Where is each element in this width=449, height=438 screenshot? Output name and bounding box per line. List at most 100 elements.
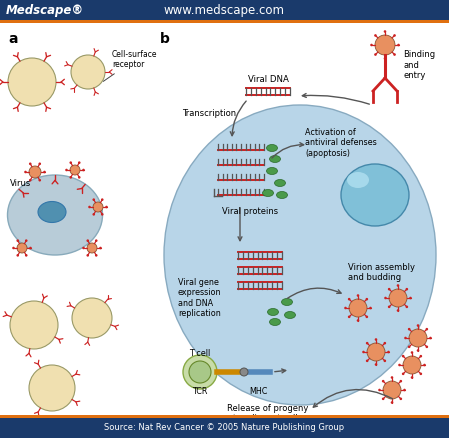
Circle shape (43, 171, 46, 173)
Circle shape (393, 53, 396, 56)
Circle shape (426, 328, 428, 330)
Circle shape (387, 351, 390, 353)
Circle shape (183, 355, 217, 389)
Circle shape (411, 376, 413, 379)
Circle shape (25, 239, 27, 242)
Circle shape (17, 243, 27, 253)
Text: a: a (8, 32, 18, 46)
Circle shape (39, 179, 41, 181)
Circle shape (366, 360, 369, 362)
Circle shape (378, 389, 381, 391)
Text: Medscape®: Medscape® (6, 4, 84, 17)
Circle shape (25, 254, 27, 257)
Text: Release of progeny
to adjacent cells: Release of progeny to adjacent cells (227, 404, 309, 424)
Circle shape (426, 346, 428, 348)
Ellipse shape (268, 308, 278, 315)
Circle shape (78, 176, 80, 179)
Circle shape (101, 198, 104, 201)
Circle shape (403, 356, 421, 374)
Circle shape (95, 239, 97, 242)
Circle shape (70, 165, 80, 175)
Circle shape (12, 247, 15, 249)
FancyArrowPatch shape (272, 143, 304, 158)
Circle shape (400, 380, 402, 382)
Text: Source: Nat Rev Cancer © 2005 Nature Publishing Group: Source: Nat Rev Cancer © 2005 Nature Pub… (105, 424, 344, 432)
Text: Activation of
antiviral defenses
(apoptosis): Activation of antiviral defenses (apopto… (305, 128, 377, 158)
Circle shape (87, 239, 89, 242)
Ellipse shape (277, 191, 287, 198)
Circle shape (29, 179, 31, 181)
FancyArrowPatch shape (313, 389, 392, 407)
FancyArrowPatch shape (302, 94, 370, 104)
Circle shape (383, 342, 386, 344)
Circle shape (189, 361, 211, 383)
Circle shape (384, 57, 386, 60)
Ellipse shape (8, 175, 102, 255)
Circle shape (78, 161, 80, 164)
Circle shape (88, 206, 91, 208)
Circle shape (423, 364, 426, 366)
Text: MHC: MHC (249, 388, 267, 396)
Circle shape (95, 254, 97, 257)
Circle shape (99, 247, 102, 249)
Circle shape (82, 247, 85, 249)
Ellipse shape (267, 145, 277, 152)
Circle shape (404, 337, 407, 339)
Ellipse shape (269, 155, 281, 162)
Circle shape (398, 364, 401, 366)
Ellipse shape (274, 180, 286, 187)
Circle shape (70, 176, 72, 179)
Circle shape (105, 206, 108, 208)
Circle shape (65, 169, 68, 171)
Circle shape (348, 315, 351, 318)
Text: Virion assembly
and budding: Virion assembly and budding (348, 263, 415, 283)
Circle shape (402, 373, 405, 375)
Circle shape (370, 44, 373, 46)
Circle shape (92, 213, 95, 215)
Text: b: b (160, 32, 170, 46)
Circle shape (357, 319, 359, 322)
Circle shape (408, 328, 410, 330)
Circle shape (405, 306, 408, 308)
Circle shape (397, 309, 399, 312)
Circle shape (101, 213, 104, 215)
Circle shape (400, 398, 402, 400)
Text: Virus: Virus (10, 179, 31, 187)
Text: Viral gene
expression
and DNA
replication: Viral gene expression and DNA replicatio… (178, 278, 221, 318)
FancyArrowPatch shape (275, 369, 286, 373)
Circle shape (10, 301, 58, 349)
Circle shape (92, 198, 95, 201)
FancyArrowPatch shape (230, 101, 246, 136)
Ellipse shape (269, 318, 281, 325)
FancyBboxPatch shape (0, 20, 449, 23)
Ellipse shape (341, 164, 409, 226)
Ellipse shape (347, 172, 369, 188)
Ellipse shape (282, 299, 292, 305)
Circle shape (409, 329, 427, 347)
FancyArrowPatch shape (287, 288, 341, 298)
Circle shape (403, 389, 406, 391)
Circle shape (375, 363, 377, 366)
Text: Viral proteins: Viral proteins (222, 207, 278, 216)
Circle shape (389, 289, 407, 307)
Circle shape (419, 373, 422, 375)
Ellipse shape (267, 167, 277, 174)
Circle shape (374, 34, 377, 37)
Circle shape (391, 401, 393, 404)
Circle shape (384, 30, 386, 33)
Circle shape (397, 284, 399, 287)
Circle shape (29, 166, 41, 178)
Text: Binding
and
entry: Binding and entry (403, 50, 435, 80)
Circle shape (71, 55, 105, 89)
Ellipse shape (285, 311, 295, 318)
Circle shape (369, 307, 372, 309)
Circle shape (365, 315, 368, 318)
Circle shape (417, 324, 419, 327)
Ellipse shape (38, 201, 66, 223)
Circle shape (409, 297, 412, 299)
Circle shape (87, 243, 97, 253)
Circle shape (17, 254, 19, 257)
FancyBboxPatch shape (0, 418, 449, 438)
Circle shape (348, 298, 351, 300)
Circle shape (82, 169, 85, 171)
